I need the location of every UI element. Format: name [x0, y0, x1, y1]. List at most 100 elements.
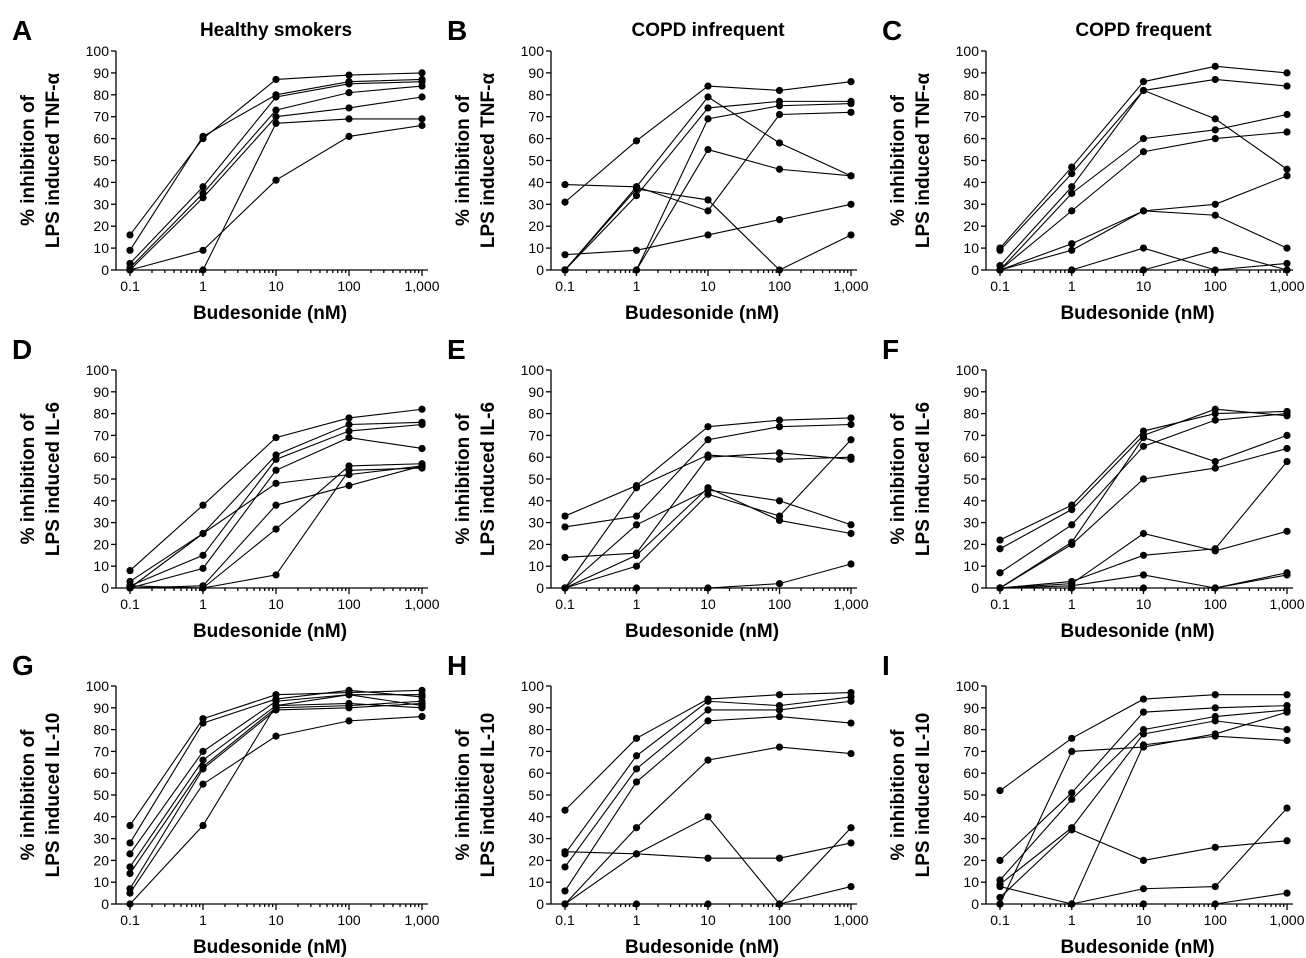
data-point [1211, 704, 1219, 712]
data-point [1068, 207, 1076, 215]
series-line [126, 712, 426, 897]
series-line [996, 571, 1291, 592]
y-tick-label: 20 [963, 536, 979, 552]
series-line [126, 691, 426, 871]
data-point [199, 246, 207, 254]
data-point [1139, 266, 1148, 274]
y-tick-label: 60 [528, 765, 544, 781]
x-tick-label: 0.1 [555, 596, 575, 612]
y-tick-label: 30 [963, 831, 979, 847]
data-point [775, 102, 784, 110]
panel-letter: H [447, 650, 467, 681]
data-point [704, 813, 712, 821]
data-point [1283, 259, 1291, 268]
y-tick-label: 70 [93, 427, 109, 443]
data-point [345, 414, 353, 422]
series-line-path [564, 487, 852, 589]
y-tick-label: 10 [93, 874, 109, 890]
data-point [345, 466, 353, 474]
x-tick-label: 100 [1204, 912, 1228, 928]
data-point [1139, 86, 1148, 95]
data-point [1211, 691, 1219, 699]
data-point [345, 71, 353, 79]
y-tick-label: 20 [963, 218, 979, 234]
y-tick-label: 80 [963, 722, 979, 738]
x-tick-label: 100 [768, 278, 792, 294]
data-point [418, 691, 426, 699]
data-point [272, 732, 280, 740]
data-point [775, 455, 784, 463]
x-axis-label: Budesonide (nM) [1060, 621, 1214, 642]
data-point [1211, 405, 1219, 413]
data-point [1139, 475, 1148, 483]
data-point [775, 706, 784, 714]
y-tick-label: 30 [528, 831, 544, 847]
data-point [199, 821, 207, 830]
data-point [1211, 75, 1219, 84]
x-tick-label: 100 [1204, 278, 1228, 294]
data-point [561, 523, 569, 531]
y-tick-label: 70 [963, 743, 979, 759]
data-point [272, 113, 280, 121]
series-line [126, 699, 426, 908]
y-axis-label: LPS induced IL-6 [478, 402, 499, 556]
x-axis-label: Budesonide (nM) [625, 937, 779, 958]
y-tick-label: 40 [963, 809, 979, 825]
data-point [1211, 584, 1219, 592]
data-point [1139, 433, 1148, 442]
data-point [345, 80, 353, 88]
x-tick-label: 10 [700, 596, 716, 612]
series-line [126, 405, 426, 575]
data-point [345, 433, 353, 442]
data-point [1139, 900, 1148, 908]
data-point [418, 82, 426, 90]
series-line [561, 560, 855, 592]
y-tick-label: 100 [521, 678, 545, 694]
data-point [704, 115, 712, 123]
y-axis-label: LPS induced IL-10 [913, 713, 934, 878]
series-line-path [129, 78, 423, 251]
x-axis-label: Budesonide (nM) [1060, 937, 1214, 958]
axes [985, 51, 1293, 271]
y-tick-label: 30 [528, 196, 544, 212]
panel-letter: A [12, 15, 32, 46]
y-tick-label: 40 [93, 809, 109, 825]
data-point [272, 466, 280, 474]
data-point [126, 900, 134, 908]
data-point [847, 529, 855, 538]
data-point [775, 580, 784, 588]
data-point [1283, 244, 1291, 252]
x-tick-label: 100 [1204, 596, 1228, 612]
data-point [632, 266, 641, 274]
series-line-path [564, 452, 852, 559]
x-tick-label: 1,000 [833, 596, 868, 612]
y-tick-label: 10 [93, 558, 109, 574]
y-tick-label: 80 [93, 406, 109, 422]
data-point [418, 704, 426, 712]
data-point [418, 420, 426, 429]
data-point [775, 712, 784, 721]
data-point [632, 521, 641, 529]
data-point [996, 246, 1004, 254]
data-point [1068, 183, 1076, 191]
y-tick-label: 90 [93, 700, 109, 716]
data-point [1211, 135, 1219, 143]
series-line [996, 691, 1291, 795]
x-tick-label: 100 [337, 278, 361, 294]
y-tick-label: 60 [93, 449, 109, 465]
data-point [1068, 170, 1076, 178]
data-point [775, 900, 784, 908]
series-line-path [129, 702, 423, 890]
y-axis-label: LPS induced TNF-α [43, 73, 64, 249]
data-point [1283, 691, 1291, 699]
data-point [126, 889, 134, 897]
data-point [704, 900, 712, 908]
data-point [1211, 457, 1219, 466]
data-point [632, 752, 641, 760]
panel-title: COPD frequent [1075, 20, 1212, 41]
panel-letter: F [882, 334, 899, 365]
x-axis-label: Budesonide (nM) [193, 621, 347, 642]
data-point [1068, 795, 1076, 803]
x-tick-label: 10 [700, 278, 716, 294]
panel-title: COPD infrequent [631, 20, 785, 41]
